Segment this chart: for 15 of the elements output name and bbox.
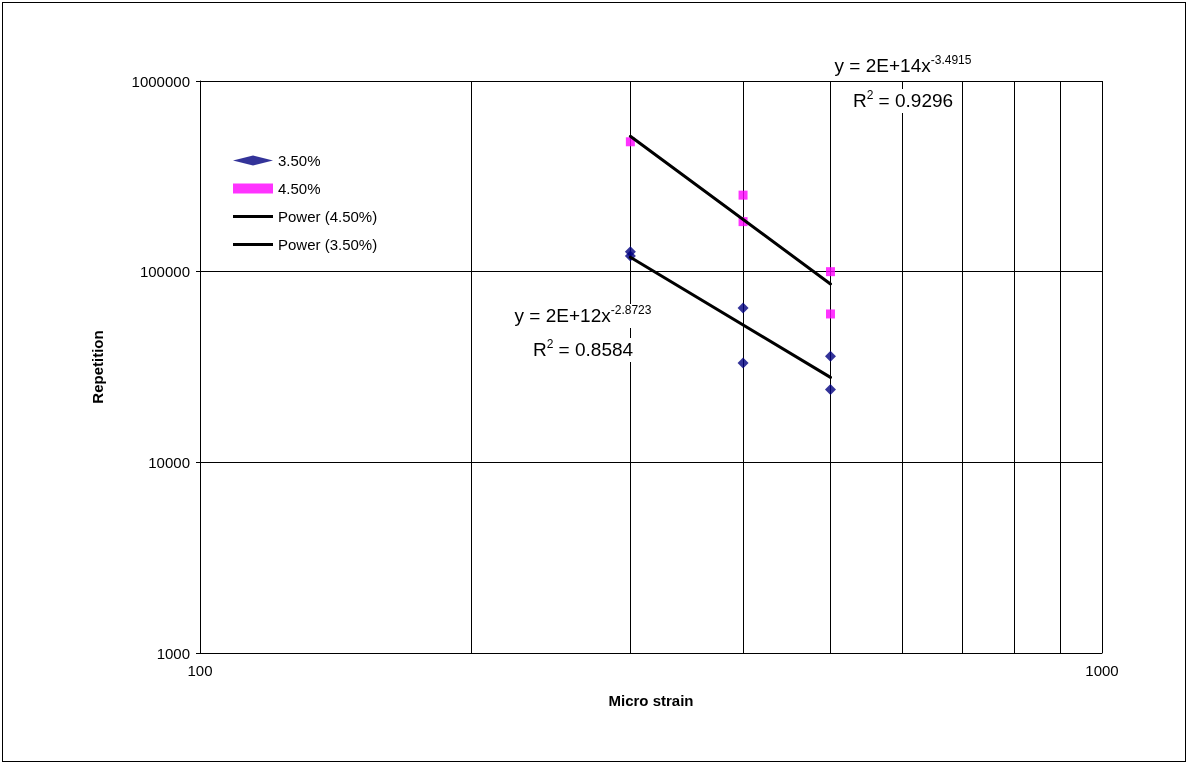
y-tick-label: 10000: [148, 453, 190, 471]
x-axis-title: Micro strain: [608, 692, 694, 709]
x-tick-label: 100: [187, 662, 213, 679]
legend-label: 4.50%: [278, 180, 321, 197]
y-axis-title: Repetition: [89, 330, 106, 404]
legend-label: Power (4.50%): [278, 208, 378, 225]
text: y = 2E+14x$^{-3.4915}$: [830, 53, 976, 78]
annotation: R$^{2}$ = 0.9296: [848, 88, 958, 113]
y-tick-label: 1000000: [131, 72, 190, 90]
legend-label: 3.50%: [278, 152, 321, 169]
y-tick-label: 1000: [156, 644, 190, 662]
y-tick-label: 100000: [139, 263, 190, 281]
annotation: y = 2E+12x$^{-2.8723}$: [510, 303, 656, 328]
annotation: R$^{2}$ = 0.8584: [528, 337, 638, 362]
legend-label: Power (3.50%): [278, 236, 378, 253]
